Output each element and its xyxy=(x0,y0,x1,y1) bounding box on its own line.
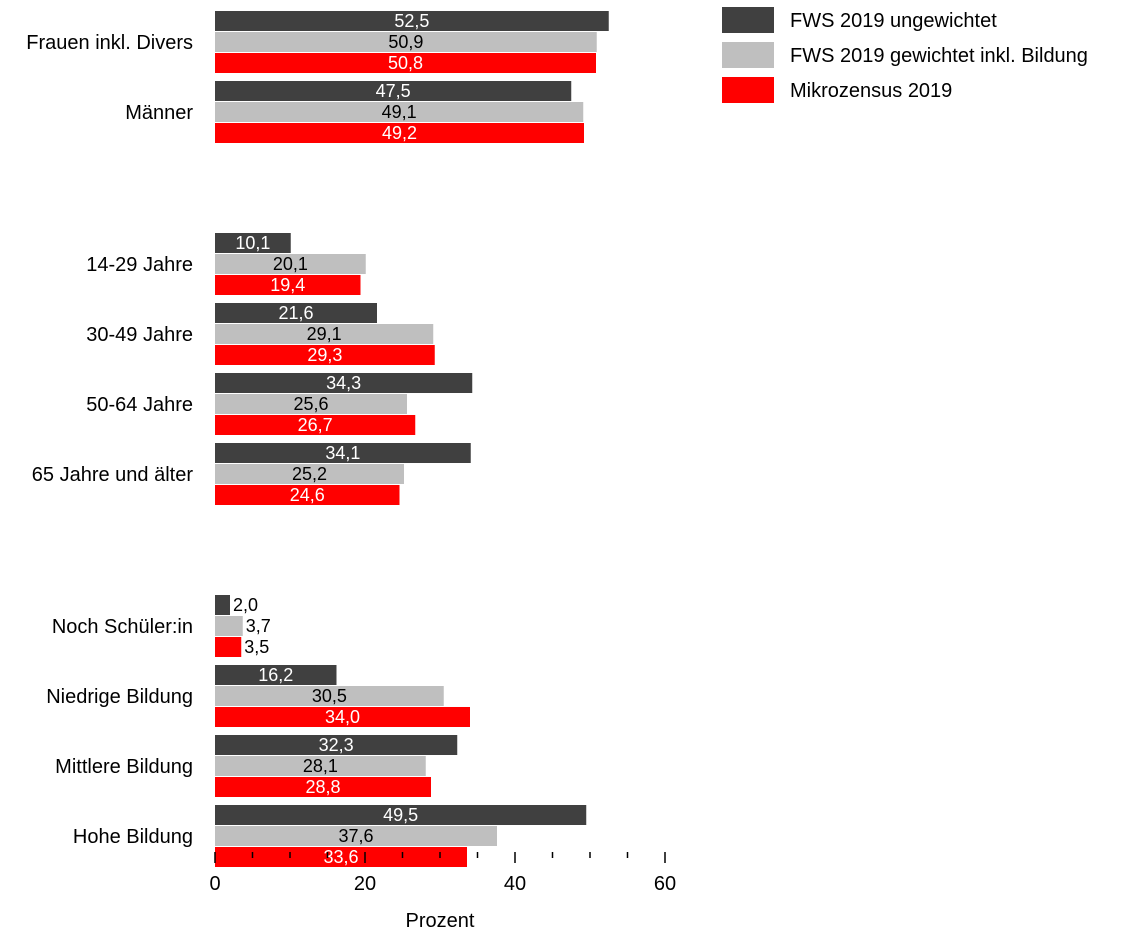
bar-fws-2019-gewichtet-inkl-bildung xyxy=(215,394,407,414)
bar-mikrozensus-2019 xyxy=(215,415,416,435)
bar-fws-2019-gewichtet-inkl-bildung xyxy=(215,756,426,776)
bar-fws-2019-ungewichtet xyxy=(215,11,609,31)
bar-value-label: 25,2 xyxy=(292,464,327,484)
bar-mikrozensus-2019 xyxy=(215,707,470,727)
bars-layer: Frauen inkl. Divers 52,550,950,8 Männer 47,… xyxy=(26,11,609,867)
bar-value-label: 34,1 xyxy=(325,443,360,463)
bar-mikrozensus-2019 xyxy=(215,637,242,657)
bar-fws-2019-gewichtet-inkl-bildung xyxy=(215,32,597,52)
legend-swatch xyxy=(722,77,774,103)
category-label: Frauen inkl. Divers xyxy=(26,32,193,54)
bar-fws-2019-gewichtet-inkl-bildung xyxy=(215,616,243,636)
category-2-3: Hohe Bildung 49,5 37,633,6 xyxy=(73,805,587,867)
category-0-0: Frauen inkl. Divers 52,550,950,8 xyxy=(26,11,609,73)
category-1-1: 30-49 Jahre 21,629,129,3 xyxy=(86,303,435,365)
category-2-1: Niedrige Bildung 16,2 30,534,0 xyxy=(46,665,470,727)
bar-value-label: 2,0 xyxy=(233,595,258,615)
bar-fws-2019-gewichtet-inkl-bildung xyxy=(215,324,434,344)
category-2-0: Noch Schüler:in 2,03,73,5 xyxy=(52,595,271,657)
tick-label: 60 xyxy=(654,873,676,895)
category-1-0: 14-29 Jahre 10,120,119,4 xyxy=(86,233,366,295)
legend-label: FWS 2019 gewichtet inkl. Bildung xyxy=(790,45,1088,67)
tick-label: 0 xyxy=(209,873,220,895)
bar-value-label: 49,1 xyxy=(382,102,417,122)
category-label: 50-64 Jahre xyxy=(86,394,193,416)
tick-label: 40 xyxy=(504,873,526,895)
bar-value-label: 28,1 xyxy=(303,756,338,776)
legend: FWS 2019 ungewichtet FWS 2019 gewichtet i… xyxy=(722,7,1088,103)
category-label: Mittlere Bildung xyxy=(55,756,193,778)
bar-value-label: 3,7 xyxy=(246,616,271,636)
category-1-2: 50-64 Jahre 34,325,626,7 xyxy=(86,373,473,435)
bar-fws-2019-ungewichtet xyxy=(215,373,473,393)
bar-mikrozensus-2019 xyxy=(215,123,584,143)
bar-value-label: 21,6 xyxy=(278,303,313,323)
category-label: 65 Jahre und älter xyxy=(32,464,194,486)
bar-fws-2019-gewichtet-inkl-bildung xyxy=(215,102,584,122)
bar-value-label: 50,8 xyxy=(388,53,423,73)
bar-fws-2019-ungewichtet xyxy=(215,735,458,755)
bar-fws-2019-gewichtet-inkl-bildung xyxy=(215,826,497,846)
bar-value-label: 16,2 xyxy=(258,665,293,685)
bar-value-label: 3,5 xyxy=(244,637,269,657)
legend-item: FWS 2019 ungewichtet xyxy=(722,7,997,33)
bar-value-label: 49,2 xyxy=(382,123,417,143)
category-label: Männer xyxy=(125,102,193,124)
bar-mikrozensus-2019 xyxy=(215,485,400,505)
category-label: Noch Schüler:in xyxy=(52,616,193,638)
bar-value-label: 34,0 xyxy=(325,707,360,727)
category-label: 30-49 Jahre xyxy=(86,324,193,346)
bar-value-label: 28,8 xyxy=(305,777,340,797)
bar-value-label: 33,6 xyxy=(323,847,358,867)
bar-value-label: 10,1 xyxy=(235,233,270,253)
bar-value-label: 20,1 xyxy=(273,254,308,274)
bar-fws-2019-gewichtet-inkl-bildung xyxy=(215,464,404,484)
bar-mikrozensus-2019 xyxy=(215,275,361,295)
bar-value-label: 37,6 xyxy=(338,826,373,846)
bar-value-label: 24,6 xyxy=(290,485,325,505)
bar-fws-2019-ungewichtet xyxy=(215,81,572,101)
x-axis: 0 20 40 60 xyxy=(209,852,676,895)
bar-fws-2019-gewichtet-inkl-bildung xyxy=(215,254,366,274)
legend-label: Mikrozensus 2019 xyxy=(790,80,952,102)
bar-value-label: 29,3 xyxy=(307,345,342,365)
category-0-1: Männer 47,549,149,2 xyxy=(125,81,584,143)
bar-value-label: 52,5 xyxy=(394,11,429,31)
category-2-2: Mittlere Bildung 32,328,128,8 xyxy=(55,735,458,797)
category-1-3: 65 Jahre und älter 34,125,224,6 xyxy=(32,443,471,505)
legend-item: FWS 2019 gewichtet inkl. Bildung xyxy=(722,42,1088,68)
legend-label: FWS 2019 ungewichtet xyxy=(790,10,997,32)
bar-value-label: 50,9 xyxy=(388,32,423,52)
bar-mikrozensus-2019 xyxy=(215,345,435,365)
bar-value-label: 25,6 xyxy=(293,394,328,414)
legend-swatch xyxy=(722,42,774,68)
legend-swatch xyxy=(722,7,774,33)
bar-fws-2019-ungewichtet xyxy=(215,303,377,323)
bar-value-label: 47,5 xyxy=(376,81,411,101)
bar-value-label: 34,3 xyxy=(326,373,361,393)
tick-label: 20 xyxy=(354,873,376,895)
bar-value-label: 19,4 xyxy=(270,275,305,295)
bar-fws-2019-ungewichtet xyxy=(215,665,337,685)
bar-mikrozensus-2019 xyxy=(215,777,431,797)
bar-fws-2019-ungewichtet xyxy=(215,805,587,825)
bar-value-label: 49,5 xyxy=(383,805,418,825)
bar-fws-2019-ungewichtet xyxy=(215,595,230,615)
category-label: 14-29 Jahre xyxy=(86,254,193,276)
bar-value-label: 30,5 xyxy=(312,686,347,706)
legend-item: Mikrozensus 2019 xyxy=(722,77,952,103)
bar-mikrozensus-2019 xyxy=(215,53,596,73)
category-label: Hohe Bildung xyxy=(73,826,193,848)
bar-value-label: 26,7 xyxy=(298,415,333,435)
bar-fws-2019-gewichtet-inkl-bildung xyxy=(215,686,444,706)
bar-fws-2019-ungewichtet xyxy=(215,233,291,253)
bar-value-label: 29,1 xyxy=(307,324,342,344)
bar-fws-2019-ungewichtet xyxy=(215,443,471,463)
category-label: Niedrige Bildung xyxy=(46,686,193,708)
bar-value-label: 32,3 xyxy=(319,735,354,755)
x-axis-title: Prozent xyxy=(406,910,475,932)
bar-mikrozensus-2019 xyxy=(215,847,467,867)
